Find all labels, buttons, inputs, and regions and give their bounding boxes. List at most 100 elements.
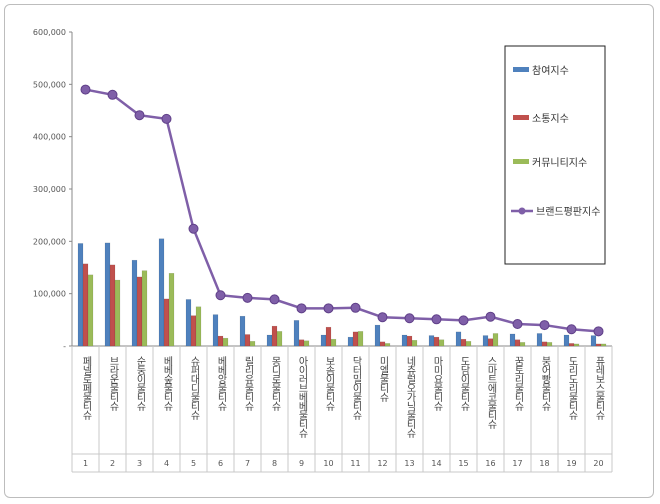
bar-participation	[590, 335, 597, 347]
bar-participation	[455, 331, 462, 347]
legend-swatch-marker	[518, 207, 526, 215]
bar-community	[546, 342, 553, 347]
bar-communication	[487, 338, 494, 347]
line-point	[377, 312, 388, 323]
bar-community	[276, 331, 283, 347]
bar-communication	[595, 343, 602, 347]
category-index-label: 14	[431, 459, 441, 468]
line-point	[539, 320, 550, 331]
bar-participation	[131, 259, 138, 347]
line-point	[134, 110, 145, 121]
bar-communication	[271, 325, 278, 347]
legend-swatch	[513, 67, 529, 72]
bar-participation	[347, 336, 354, 347]
line-point	[242, 292, 253, 303]
category-label: 퓨레보스물티슈	[593, 356, 605, 421]
line-point	[593, 326, 604, 337]
category-label: 페넬로페물티슈	[80, 356, 92, 421]
bar-participation	[482, 335, 489, 347]
category-label: 베베앙물티슈	[215, 356, 227, 412]
bar-participation	[293, 320, 300, 347]
line-point	[188, 223, 199, 234]
bar-community	[195, 306, 202, 347]
bar-communication	[433, 336, 440, 347]
bar-communication	[325, 326, 332, 347]
legend-label: 브랜드평판지수	[536, 206, 600, 218]
category-label: 몽디로물티슈	[269, 356, 281, 412]
y-tick-label: 600,000	[33, 28, 66, 37]
bar-community	[114, 279, 121, 347]
category-label: 아이러브베베물티슈	[296, 356, 308, 439]
line-point	[296, 303, 307, 314]
line-point	[107, 89, 118, 100]
bar-community	[168, 273, 175, 347]
category-index-label: 2	[110, 459, 115, 468]
bar-participation	[536, 333, 543, 347]
line-point	[431, 314, 442, 325]
category-label: 스마트에코물티슈	[485, 356, 497, 430]
bar-participation	[158, 238, 165, 347]
bar-communication	[514, 339, 521, 347]
bar-participation	[77, 243, 84, 347]
category-label: 도담이물티슈	[458, 356, 470, 412]
category-label: 순둥이물티슈	[134, 356, 146, 412]
line-point	[269, 294, 280, 305]
line-point	[80, 84, 91, 95]
line-point	[350, 302, 361, 313]
legend-label: 참여지수	[532, 65, 569, 77]
bar-communication	[244, 334, 251, 347]
line-point	[323, 303, 334, 314]
bar-communication	[406, 335, 413, 347]
bar-communication	[352, 331, 359, 347]
bar-communication	[379, 341, 386, 347]
category-index-label: 4	[164, 459, 169, 468]
y-tick-label: 100,000	[33, 290, 66, 299]
line-point	[485, 311, 496, 322]
legend-label: 소통지수	[532, 113, 569, 125]
bar-community	[465, 341, 472, 347]
bar-communication	[298, 339, 305, 347]
bar-community	[222, 337, 229, 347]
bar-participation	[374, 324, 381, 347]
category-index-label: 15	[458, 459, 468, 468]
category-index-label: 16	[485, 459, 495, 468]
bar-community	[384, 343, 391, 347]
bar-community	[303, 340, 310, 347]
bar-community	[141, 270, 148, 347]
y-tick-label: 200,000	[33, 237, 66, 246]
category-index-label: 8	[272, 459, 277, 468]
bar-communication	[136, 276, 143, 347]
category-label: 미엘물티슈	[377, 356, 389, 403]
bar-communication	[541, 341, 548, 347]
bar-communication	[190, 315, 197, 347]
bar-participation	[239, 315, 246, 347]
legend-swatch	[513, 115, 529, 120]
bar-community	[438, 339, 445, 347]
bar-participation	[428, 335, 435, 347]
bar-community	[411, 339, 418, 347]
bar-communication	[460, 338, 467, 347]
category-index-label: 18	[539, 459, 549, 468]
legend-box	[504, 45, 606, 265]
bar-participation	[266, 334, 273, 347]
category-label: 붕어빵물티슈	[539, 356, 551, 412]
bar-participation	[509, 333, 516, 347]
legend-label: 커뮤니티지수	[532, 157, 587, 169]
bar-community	[249, 341, 256, 347]
legend-swatch	[513, 159, 529, 164]
category-index-label: 6	[218, 459, 223, 468]
line-point	[566, 324, 577, 335]
line-point	[458, 315, 469, 326]
category-index-label: 3	[137, 459, 142, 468]
category-label: 꿈토리물티슈	[512, 356, 524, 412]
category-index-label: 9	[299, 459, 304, 468]
category-label: 브라운물티슈	[107, 356, 119, 412]
bar-community	[87, 274, 94, 347]
line-point	[161, 113, 172, 124]
y-tick-label: 400,000	[33, 133, 66, 142]
bar-community	[330, 338, 337, 347]
y-tick-label: 300,000	[33, 185, 66, 194]
bar-participation	[563, 334, 570, 347]
bar-communication	[82, 263, 89, 347]
